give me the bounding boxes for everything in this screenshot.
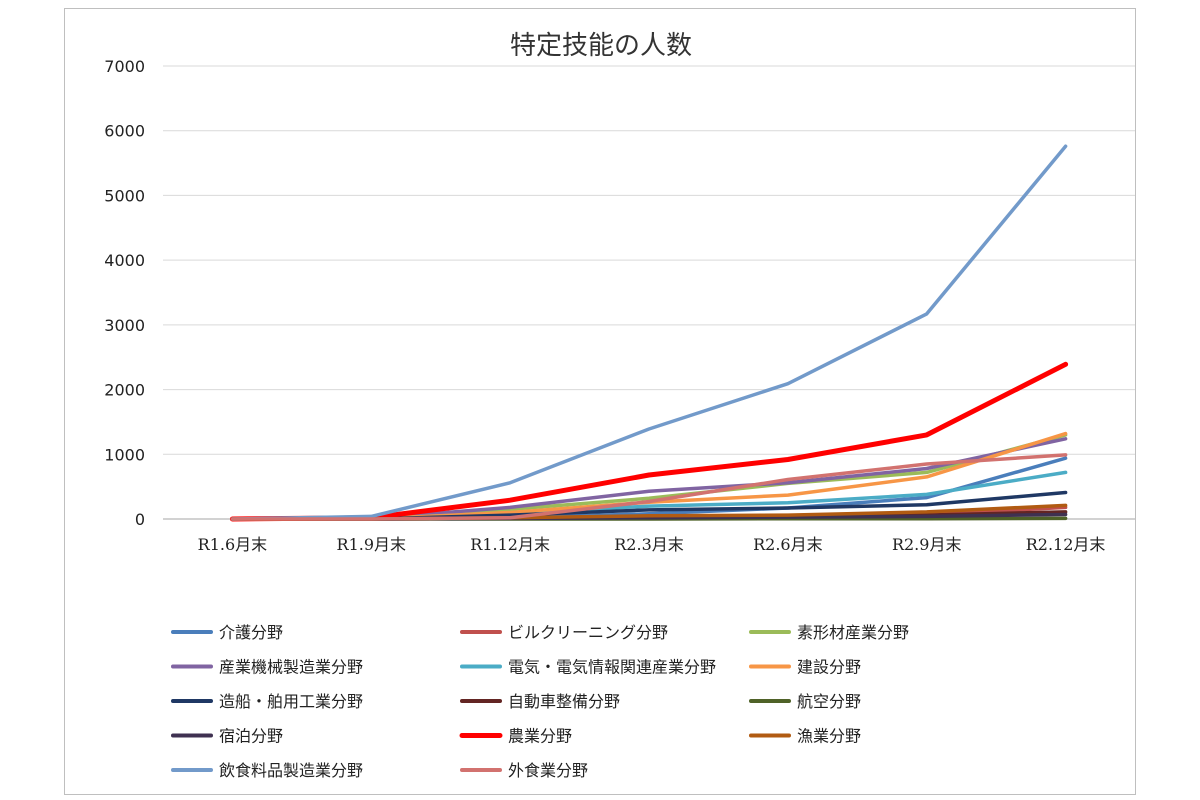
x-axis-ticks: R1.6月末 R1.9月末 R1.12月末 R2.3月末 R2.6月末 R2.9月末 R2.…	[198, 535, 1106, 554]
legend-label: 造船・舶用工業分野	[219, 692, 363, 711]
legend-label: 電気・電気情報関連産業分野	[508, 658, 716, 677]
series-line	[229, 361, 1069, 522]
legend-label: 外食業分野	[508, 761, 588, 780]
x-tick-label: R1.9月末	[337, 535, 407, 554]
x-tick-label: R2.9月末	[892, 535, 962, 554]
chart-frame: 特定技能の人数 0 1000 2000 3000 4000 5000 6000 7000 R1…	[64, 8, 1136, 795]
y-tick-label: 7000	[104, 57, 145, 76]
x-tick-label: R1.6月末	[198, 535, 268, 554]
legend-label: 素形材産業分野	[797, 623, 909, 642]
legend-label: 産業機械製造業分野	[219, 658, 363, 677]
legend-label: 漁業分野	[797, 727, 861, 746]
legend-label: 航空分野	[797, 692, 861, 711]
y-tick-label: 0	[135, 510, 145, 529]
y-tick-label: 3000	[104, 316, 145, 335]
x-tick-label: R2.6月末	[753, 535, 823, 554]
line-chart: 特定技能の人数 0 1000 2000 3000 4000 5000 6000 7000 R1…	[104, 31, 1135, 780]
legend-label: 自動車整備分野	[508, 692, 620, 711]
y-tick-label: 2000	[104, 381, 145, 400]
legend-label: 宿泊分野	[219, 727, 283, 746]
legend-label: 飲食料品製造業分野	[219, 761, 363, 780]
gridlines	[163, 65, 1135, 520]
y-tick-label: 5000	[104, 186, 145, 205]
y-axis-ticks: 0 1000 2000 3000 4000 5000 6000 7000	[104, 57, 145, 529]
x-tick-label: R2.3月末	[614, 535, 684, 554]
legend-label: 介護分野	[219, 623, 283, 642]
series-line	[230, 453, 1068, 521]
legend-label: 建設分野	[797, 658, 861, 677]
y-tick-label: 1000	[104, 445, 145, 464]
x-tick-label: R1.12月末	[470, 535, 550, 554]
chart-title: 特定技能の人数	[510, 31, 692, 61]
x-tick-label: R2.12月末	[1026, 535, 1106, 554]
series-line	[230, 144, 1068, 521]
series-lines	[229, 144, 1069, 522]
y-tick-label: 4000	[104, 251, 145, 270]
legend-label: ビルクリーニング分野	[508, 623, 668, 642]
legend-label: 農業分野	[508, 727, 572, 746]
y-tick-label: 6000	[104, 122, 145, 141]
